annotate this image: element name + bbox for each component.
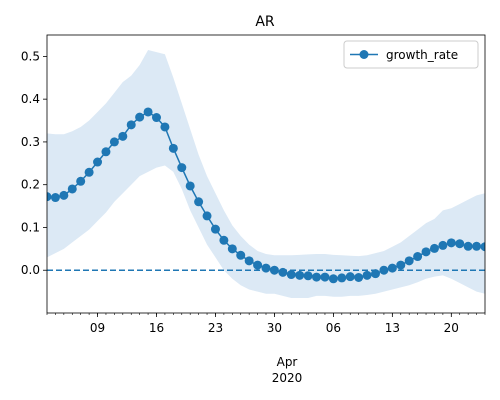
data-point <box>202 211 212 221</box>
data-point <box>446 238 456 248</box>
data-point <box>244 256 254 266</box>
data-point <box>261 263 271 273</box>
data-point <box>236 250 246 260</box>
data-point <box>210 224 220 234</box>
confidence-band <box>47 49 485 299</box>
y-tick-label: 0.1 <box>21 220 40 234</box>
data-point <box>278 267 288 277</box>
x-period-label: Apr <box>277 355 298 369</box>
data-point <box>177 163 187 173</box>
data-point <box>295 270 305 280</box>
data-point <box>472 241 482 251</box>
data-point <box>118 131 128 141</box>
data-point <box>320 272 330 282</box>
data-point <box>337 273 347 283</box>
x-tick-label: 16 <box>149 321 164 335</box>
x-year-label: 2020 <box>272 371 303 385</box>
data-point <box>269 265 279 275</box>
data-point <box>404 256 414 266</box>
data-point <box>84 167 94 177</box>
data-point <box>168 143 178 153</box>
data-point <box>67 184 77 194</box>
data-point <box>480 242 485 252</box>
data-point <box>371 269 380 279</box>
data-point <box>455 239 465 249</box>
data-point <box>354 273 364 282</box>
data-point <box>152 113 161 123</box>
data-point <box>438 240 448 250</box>
data-point <box>76 176 86 186</box>
y-tick-label: 0.5 <box>21 49 40 63</box>
x-tick-label: 30 <box>267 321 282 335</box>
data-point <box>396 260 406 270</box>
data-point <box>253 260 263 270</box>
data-point <box>101 147 111 157</box>
x-tick-label: 20 <box>444 321 459 335</box>
x-tick-label: 06 <box>326 321 341 335</box>
data-point <box>379 265 389 275</box>
data-point <box>345 272 355 282</box>
legend: growth_rate <box>343 40 479 69</box>
legend-marker-growth-rate <box>359 50 369 59</box>
data-point <box>160 122 170 132</box>
data-point <box>413 252 423 262</box>
x-tick-label: 09 <box>90 321 105 335</box>
data-point <box>219 235 229 245</box>
data-point <box>312 272 322 282</box>
data-point <box>47 192 52 202</box>
data-point <box>387 263 397 273</box>
data-point <box>126 120 136 130</box>
plot-area <box>47 49 485 299</box>
data-point <box>109 137 119 147</box>
data-point <box>429 243 439 253</box>
y-tick-label: 0.4 <box>21 92 40 106</box>
data-point <box>143 107 153 117</box>
y-tick-label: 0.0 <box>21 263 40 277</box>
y-tick-label: 0.3 <box>21 135 40 149</box>
data-point <box>59 190 69 200</box>
data-point <box>303 271 313 281</box>
data-point <box>328 274 338 284</box>
x-tick-label: 23 <box>208 321 223 335</box>
data-point <box>421 247 431 257</box>
x-tick-label: 13 <box>385 321 400 335</box>
data-point <box>286 270 296 280</box>
data-point <box>135 112 145 122</box>
legend-label-growth-rate: growth_rate <box>386 48 458 62</box>
data-point <box>185 181 195 191</box>
data-point <box>227 244 237 254</box>
y-tick-label: 0.2 <box>21 178 40 192</box>
data-point <box>194 197 204 207</box>
chart-title: AR <box>255 14 275 30</box>
axes: 0.0 0.1 0.2 0.3 0.4 0.5 09 16 23 30 06 13 20 <box>21 34 486 335</box>
data-point <box>463 241 473 251</box>
legend-box <box>343 40 479 69</box>
plot-clipped <box>47 49 485 299</box>
data-point <box>93 157 103 167</box>
data-point <box>50 193 60 203</box>
data-point <box>362 270 372 280</box>
